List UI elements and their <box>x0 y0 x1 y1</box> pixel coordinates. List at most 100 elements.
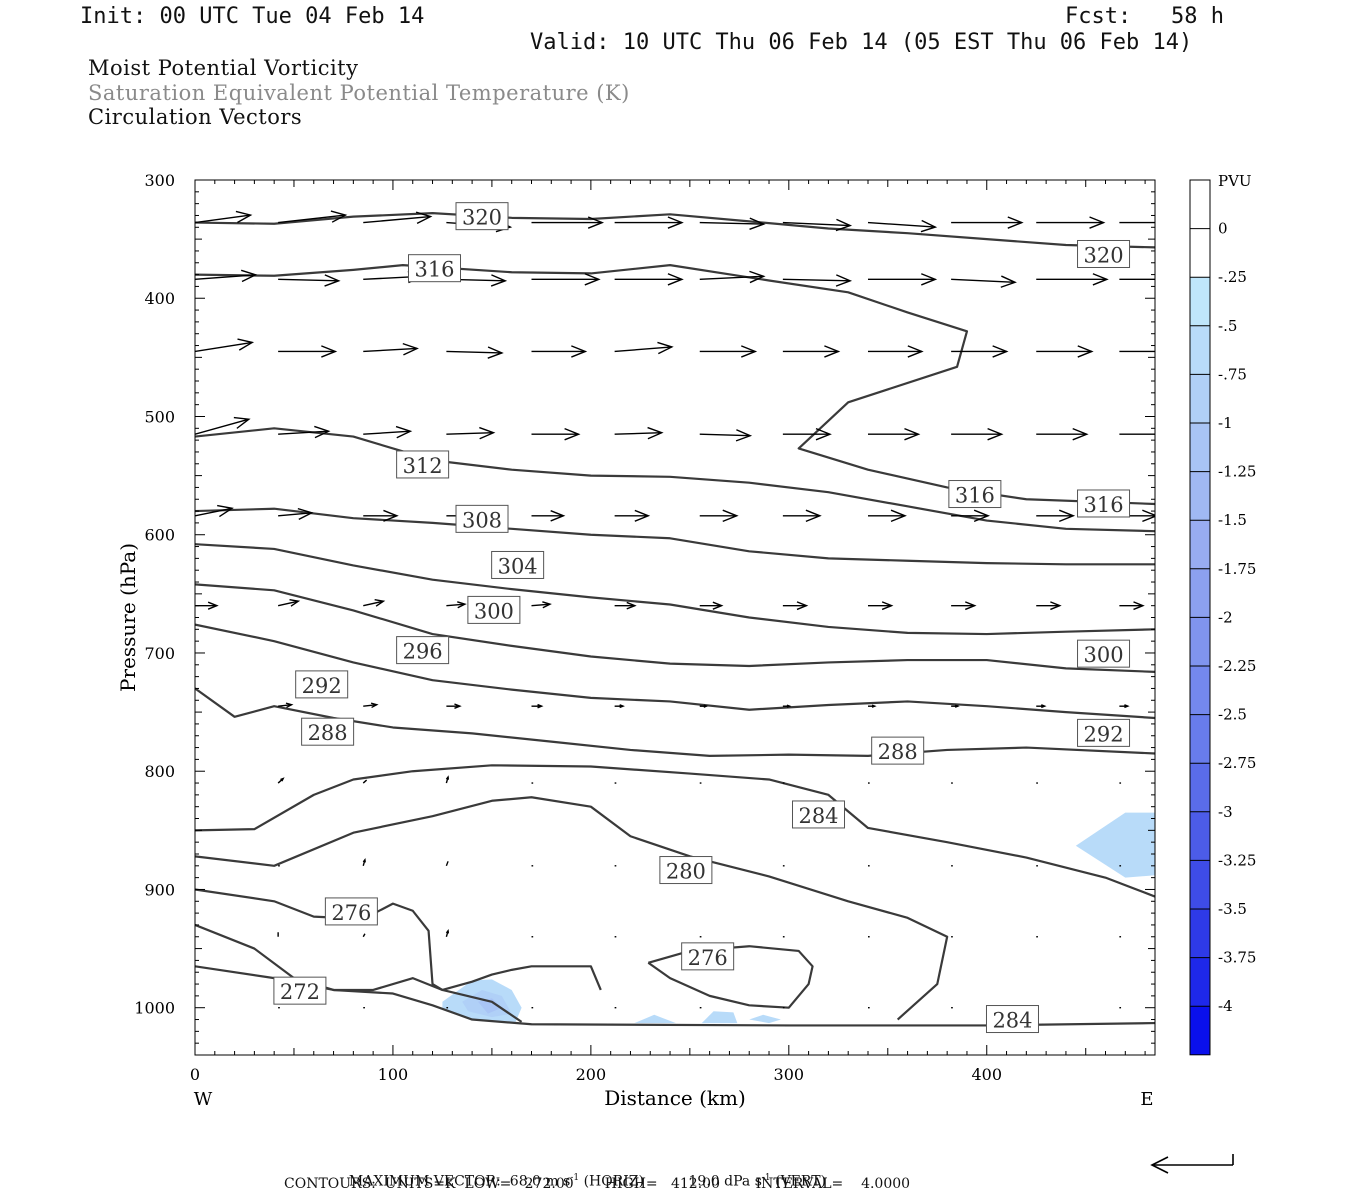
isentrope-320 <box>195 212 1155 249</box>
vector-arrow <box>363 702 379 709</box>
max-horiz-value: 68.0 m s <box>509 1173 571 1190</box>
vector-head <box>735 429 753 442</box>
vector-head <box>973 509 991 523</box>
vector-arrow <box>446 426 496 440</box>
vector-head <box>619 704 625 709</box>
y-tick-label: 500 <box>144 407 175 426</box>
vector-shaft <box>363 430 411 435</box>
contour-label-text: 292 <box>1083 722 1123 746</box>
vector-arrow <box>362 933 366 938</box>
max-vector-label: MAXIMUM VECTOR: <box>348 1173 501 1190</box>
vector-arrow <box>363 211 433 225</box>
vector-shaft <box>446 350 502 354</box>
vector-head <box>647 426 664 440</box>
valid-time: Valid: 10 UTC Thu 06 Feb 14 (05 EST Thu … <box>530 30 1193 55</box>
vector-head <box>542 601 552 609</box>
vector-arrow <box>1119 346 1175 357</box>
contour-label-text: 304 <box>498 554 538 578</box>
vector-arrow <box>362 857 366 866</box>
vector-head <box>1161 346 1175 357</box>
vector-arrow <box>699 217 766 230</box>
vector-head <box>1173 217 1187 228</box>
vector-head <box>289 599 301 607</box>
vector-head <box>550 510 566 522</box>
vector-head <box>1133 601 1145 611</box>
vector-arrow <box>1119 704 1130 709</box>
vector-arrow <box>531 510 566 522</box>
x-tick-label: 400 <box>971 1065 1002 1084</box>
vector-arrow <box>782 509 822 523</box>
colorbar-label: -2.75 <box>1218 754 1256 772</box>
vector-arrow <box>1036 427 1089 441</box>
contour-label-312: 312 <box>396 450 450 479</box>
vector-head <box>237 338 255 351</box>
colorbar-segment <box>1190 228 1210 278</box>
vector-shaft <box>195 341 253 353</box>
vector-arrow <box>278 425 331 439</box>
pv-shade-region <box>478 998 502 1014</box>
vector-arrow <box>195 338 255 353</box>
vector-arrow <box>699 345 758 358</box>
vector-arrow <box>782 704 792 708</box>
contour-label-300: 300 <box>467 595 521 624</box>
vector-shaft <box>278 703 292 707</box>
vector-arrow <box>951 345 1009 358</box>
contour-label-box <box>1077 718 1131 747</box>
vector-head <box>280 777 285 782</box>
vector-head <box>992 345 1009 358</box>
contour-label-text: 292 <box>302 674 342 698</box>
vector-head <box>626 601 637 610</box>
vector-head <box>741 345 758 358</box>
vector-arrow <box>951 427 1004 441</box>
isentrope-276 <box>195 923 523 1023</box>
max-vert-unit: (VERT) <box>775 1173 826 1190</box>
vector-head <box>954 704 960 708</box>
vector-head <box>824 345 841 358</box>
colorbar-segment <box>1190 909 1210 958</box>
vector-head <box>907 345 924 358</box>
vector-arrow <box>1036 509 1076 523</box>
colorbar-segment <box>1190 325 1210 375</box>
x-tick-label: 200 <box>576 1065 607 1084</box>
vector-shaft <box>531 603 551 607</box>
contour-label-box <box>681 942 735 971</box>
vector-head <box>712 601 724 610</box>
vector-arrow <box>867 219 938 233</box>
colorbar-label: -1.5 <box>1218 511 1247 529</box>
vector-arrow <box>531 216 605 229</box>
contour-label-box <box>396 636 450 665</box>
y-tick-label: 400 <box>144 289 175 308</box>
colorbar-segment <box>1190 423 1210 472</box>
isentrope-316 <box>195 264 1155 506</box>
isentrope-292 <box>195 687 1155 757</box>
vector-arrow <box>363 425 413 439</box>
vector-head <box>920 219 938 233</box>
colorbar-segment <box>1190 763 1210 812</box>
contour-label-292: 292 <box>1077 718 1131 747</box>
vector-head <box>1092 273 1109 286</box>
vector-shaft <box>699 275 764 281</box>
vector-head <box>871 704 877 708</box>
vector-shaft <box>195 214 251 224</box>
isentrope-312 <box>195 427 1155 533</box>
colorbar-segment <box>1190 811 1210 861</box>
vector-arrow <box>951 704 960 708</box>
contour-label-box <box>301 717 355 746</box>
vector-head <box>445 775 450 780</box>
vector-head <box>217 504 234 518</box>
isentrope-296 <box>195 623 1155 720</box>
vector-head <box>571 345 588 358</box>
vector-arrow <box>277 777 285 784</box>
vector-arrow <box>446 346 504 359</box>
axes: 300 400 500 600 700 800 900 1000 0 100 200 300 400 W E… <box>116 171 1155 1110</box>
contour-label-box <box>491 550 545 579</box>
vector-head <box>314 425 331 439</box>
forecast-hour: Fcst: 58 h <box>1065 4 1224 29</box>
vector-shaft <box>951 278 1016 284</box>
vector-arrow <box>445 928 450 937</box>
vector-head <box>1176 274 1190 285</box>
colorbar-label: -2.5 <box>1218 706 1247 724</box>
pv-shade-region <box>634 1014 676 1024</box>
vector-head <box>235 210 253 224</box>
vector-shaft <box>445 861 449 867</box>
